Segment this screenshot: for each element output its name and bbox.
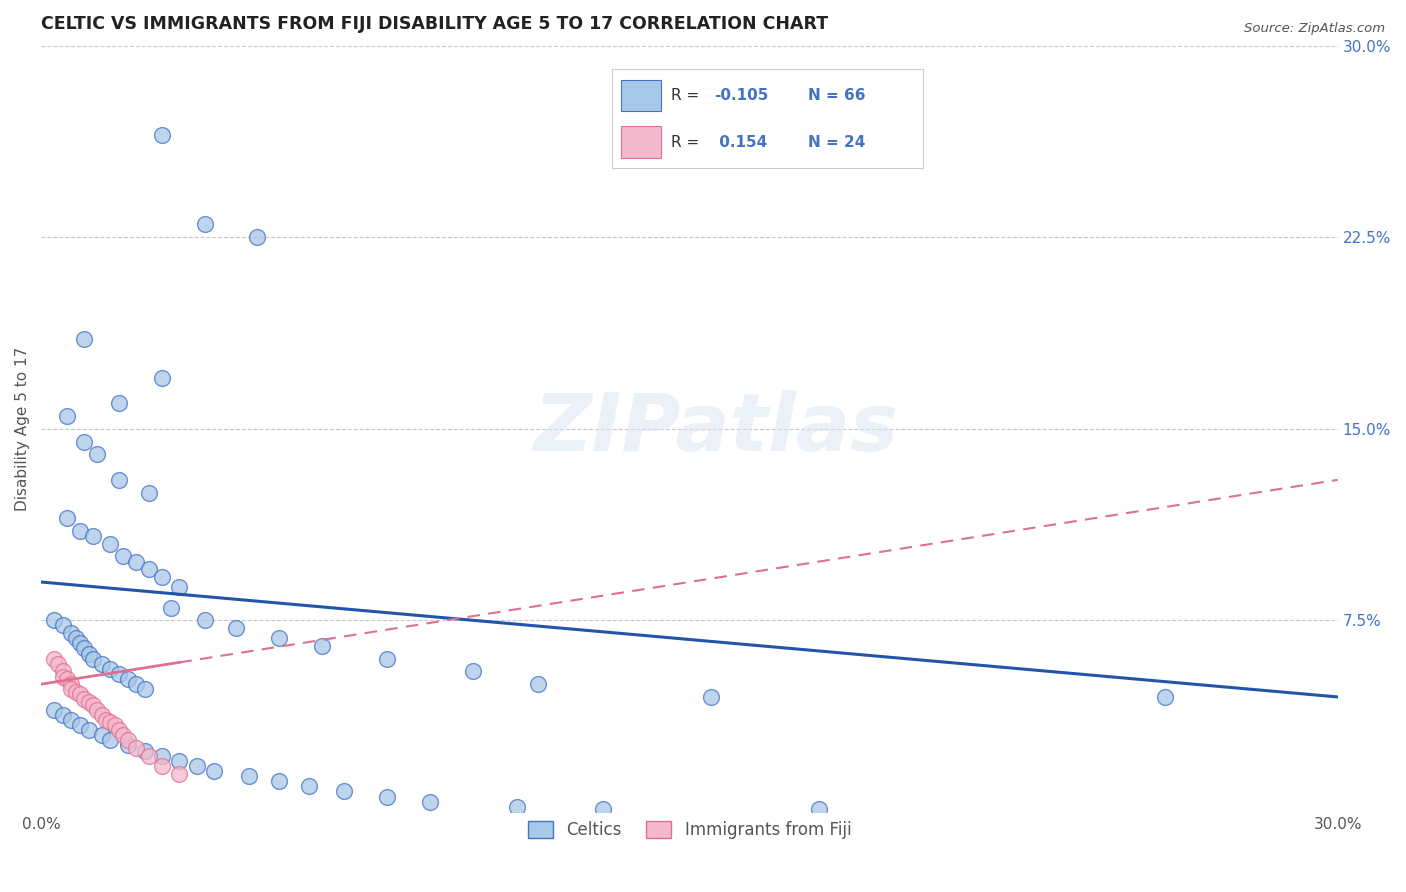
Point xyxy=(42,703,65,717)
Point xyxy=(332,784,354,798)
Point xyxy=(150,759,173,773)
Point xyxy=(69,636,91,650)
Point xyxy=(134,682,156,697)
Point xyxy=(82,651,104,665)
Point xyxy=(117,733,139,747)
Point xyxy=(700,690,723,704)
Point xyxy=(125,741,148,756)
Point xyxy=(138,748,160,763)
Point xyxy=(90,707,112,722)
Text: Source: ZipAtlas.com: Source: ZipAtlas.com xyxy=(1244,22,1385,36)
Point xyxy=(69,687,91,701)
Point xyxy=(90,728,112,742)
Text: ZIPatlas: ZIPatlas xyxy=(533,390,898,467)
Point xyxy=(169,754,191,768)
Point xyxy=(52,707,75,722)
Point xyxy=(98,537,121,551)
Point xyxy=(77,695,100,709)
Point xyxy=(186,759,208,773)
Point xyxy=(42,651,65,665)
Point xyxy=(98,715,121,730)
Point xyxy=(69,524,91,538)
Point xyxy=(592,802,614,816)
Point xyxy=(202,764,225,778)
Point xyxy=(82,529,104,543)
Point xyxy=(134,743,156,757)
Point xyxy=(86,703,108,717)
Point xyxy=(108,473,131,487)
Point xyxy=(1153,690,1175,704)
Y-axis label: Disability Age 5 to 17: Disability Age 5 to 17 xyxy=(15,347,30,511)
Point xyxy=(225,621,247,635)
Legend: Celtics, Immigrants from Fiji: Celtics, Immigrants from Fiji xyxy=(520,814,858,846)
Point xyxy=(73,332,96,346)
Point xyxy=(125,555,148,569)
Point xyxy=(159,600,181,615)
Point xyxy=(125,677,148,691)
Point xyxy=(150,748,173,763)
Point xyxy=(150,128,173,142)
Point xyxy=(73,692,96,706)
Point xyxy=(108,667,131,681)
Point xyxy=(150,570,173,584)
Point xyxy=(98,662,121,676)
Point xyxy=(77,647,100,661)
Point xyxy=(419,795,441,809)
Point xyxy=(94,713,117,727)
Point xyxy=(138,562,160,576)
Point xyxy=(117,672,139,686)
Point xyxy=(65,685,87,699)
Point xyxy=(311,639,333,653)
Point xyxy=(375,651,398,665)
Point xyxy=(375,789,398,804)
Point xyxy=(60,677,83,691)
Point xyxy=(298,780,321,794)
Point xyxy=(86,447,108,461)
Point xyxy=(98,733,121,747)
Point xyxy=(42,613,65,627)
Point xyxy=(527,677,550,691)
Point xyxy=(108,723,131,738)
Point xyxy=(108,396,131,410)
Point xyxy=(56,511,79,525)
Point xyxy=(73,641,96,656)
Point xyxy=(267,631,290,645)
Point xyxy=(194,613,217,627)
Point xyxy=(112,549,135,564)
Point xyxy=(56,409,79,423)
Point xyxy=(48,657,70,671)
Point xyxy=(60,682,83,697)
Point xyxy=(60,626,83,640)
Point xyxy=(169,766,191,780)
Point xyxy=(56,672,79,686)
Text: CELTIC VS IMMIGRANTS FROM FIJI DISABILITY AGE 5 TO 17 CORRELATION CHART: CELTIC VS IMMIGRANTS FROM FIJI DISABILIT… xyxy=(41,15,828,33)
Point xyxy=(82,698,104,712)
Point xyxy=(150,370,173,384)
Point xyxy=(808,802,831,816)
Point xyxy=(69,718,91,732)
Point xyxy=(73,434,96,449)
Point xyxy=(52,618,75,632)
Point xyxy=(117,739,139,753)
Point xyxy=(138,485,160,500)
Point xyxy=(463,665,485,679)
Point xyxy=(238,769,260,783)
Point xyxy=(90,657,112,671)
Point xyxy=(65,631,87,645)
Point xyxy=(505,799,527,814)
Point xyxy=(112,728,135,742)
Point xyxy=(194,218,217,232)
Point xyxy=(103,718,125,732)
Point xyxy=(77,723,100,738)
Point xyxy=(52,669,75,683)
Point xyxy=(267,774,290,789)
Point xyxy=(169,580,191,594)
Point xyxy=(246,230,269,244)
Point xyxy=(52,665,75,679)
Point xyxy=(60,713,83,727)
